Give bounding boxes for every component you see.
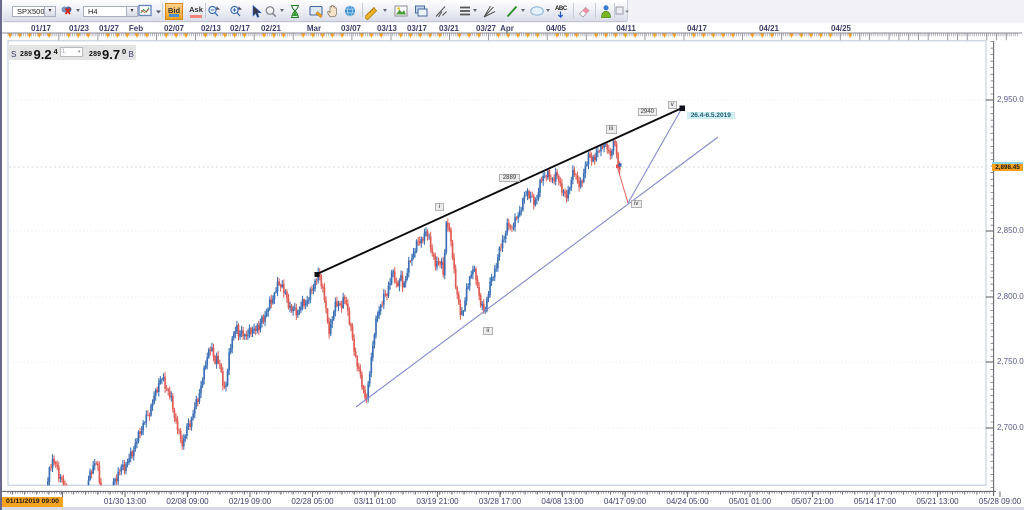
svg-text:ABC: ABC [555, 6, 568, 12]
